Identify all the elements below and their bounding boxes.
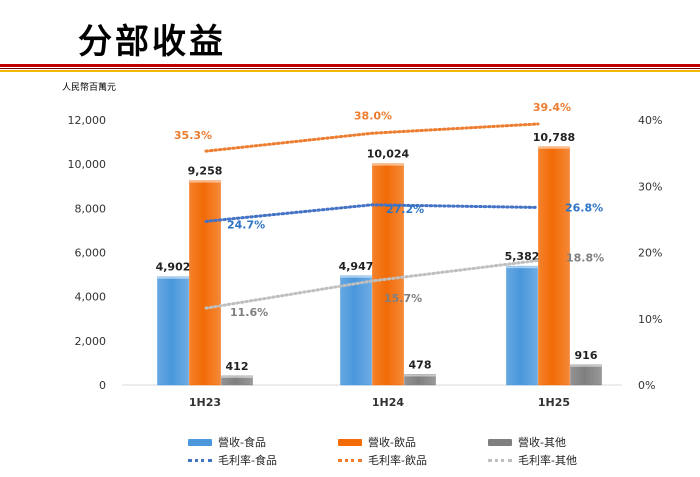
y2-tick-label: 30% [638,180,662,193]
x-tick-label: 1H23 [189,396,221,409]
x-tick-label: 1H25 [538,396,570,409]
y2-tick-label: 10% [638,313,662,326]
y2-tick-label: 40% [638,114,662,127]
margin-line-s0 [204,203,540,223]
margin-line-s2 [204,258,540,310]
legend-swatch-margin-other [488,458,512,462]
bar-value-label: 10,024 [367,148,410,161]
margin-value-label: 35.3% [174,129,212,142]
margin-value-label: 39.4% [533,101,571,114]
title-rule-gold [0,70,700,72]
margin-value-label: 26.8% [565,201,603,214]
bar-1H25-s0 [506,265,538,386]
legend-item-revenue-other: 營收-其他 [488,434,638,450]
bar-highlight [340,275,372,278]
unit-label: 人民幣百萬元 [62,83,117,93]
legend-swatch-revenue-food [188,438,212,446]
bar-highlight [221,375,253,378]
margin-value-label: 24.7% [227,218,265,231]
bar-highlight [506,266,538,269]
bar-highlight [157,276,189,279]
bar-highlight [570,364,602,367]
legend-item-margin-other: 毛利率-其他 [488,452,638,468]
legend-swatch-revenue-other [488,438,512,446]
y2-tick-label: 0% [638,379,655,392]
title-rule-red [0,64,700,67]
y-tick-label: 0 [99,379,106,392]
bar-highlight [538,146,570,149]
bar-value-label: 412 [226,360,249,373]
y-tick-label: 6,000 [75,247,107,260]
y-tick-label: 12,000 [68,114,107,127]
legend-label-revenue-food: 營收-食品 [218,436,266,449]
legend-item-margin-food: 毛利率-食品 [188,452,338,468]
legend-label-margin-beverage: 毛利率-飲品 [368,454,427,467]
legend-item-revenue-food: 營收-食品 [188,434,338,450]
bar-1H25-s2 [570,364,602,386]
y2-tick-label: 20% [638,247,662,260]
bar-value-label: 4,947 [339,260,374,273]
bar-value-label: 9,258 [188,165,223,178]
legend-label-revenue-beverage: 營收-飲品 [368,436,416,449]
margin-value-label: 27.2% [386,203,424,216]
bar-highlight [189,180,221,183]
legend-label-margin-food: 毛利率-食品 [218,454,277,467]
y-tick-label: 4,000 [75,291,107,304]
y-tick-label: 10,000 [68,158,107,171]
legend-item-margin-beverage: 毛利率-飲品 [338,452,488,468]
legend-item-revenue-beverage: 營收-飲品 [338,434,488,450]
page-title: 分部收益 [78,22,226,62]
legend-swatch-margin-food [188,458,212,462]
margin-value-label: 18.8% [566,251,604,264]
margin-value-label: 11.6% [230,306,268,319]
margin-value-label: 15.7% [384,292,422,305]
x-tick-label: 1H24 [372,396,405,409]
legend-label-margin-other: 毛利率-其他 [518,454,577,467]
bar-value-label: 478 [409,358,432,371]
chart-legend: 營收-食品 營收-飲品 營收-其他 毛利率-食品 毛利率-飲品 毛利率-其他 [188,433,638,469]
legend-swatch-revenue-beverage [338,438,362,446]
bar-1H25-s1 [538,146,570,386]
legend-swatch-margin-beverage [338,458,362,462]
y-tick-label: 2,000 [75,335,107,348]
bar-highlight [372,163,404,166]
title-rule-dark [0,68,700,69]
legend-label-revenue-other: 營收-其他 [518,436,566,449]
bar-1H23-s1 [189,180,221,386]
margin-value-label: 38.0% [354,109,392,122]
y-tick-label: 8,000 [75,202,107,215]
bar-value-label: 916 [575,349,598,362]
margin-line-s1 [204,122,540,153]
bar-highlight [404,374,436,377]
bar-1H24-s0 [340,275,372,386]
bar-value-label: 4,902 [156,261,191,274]
bar-1H23-s0 [157,276,189,386]
bar-1H24-s1 [372,163,404,386]
bar-value-label: 10,788 [533,131,575,144]
